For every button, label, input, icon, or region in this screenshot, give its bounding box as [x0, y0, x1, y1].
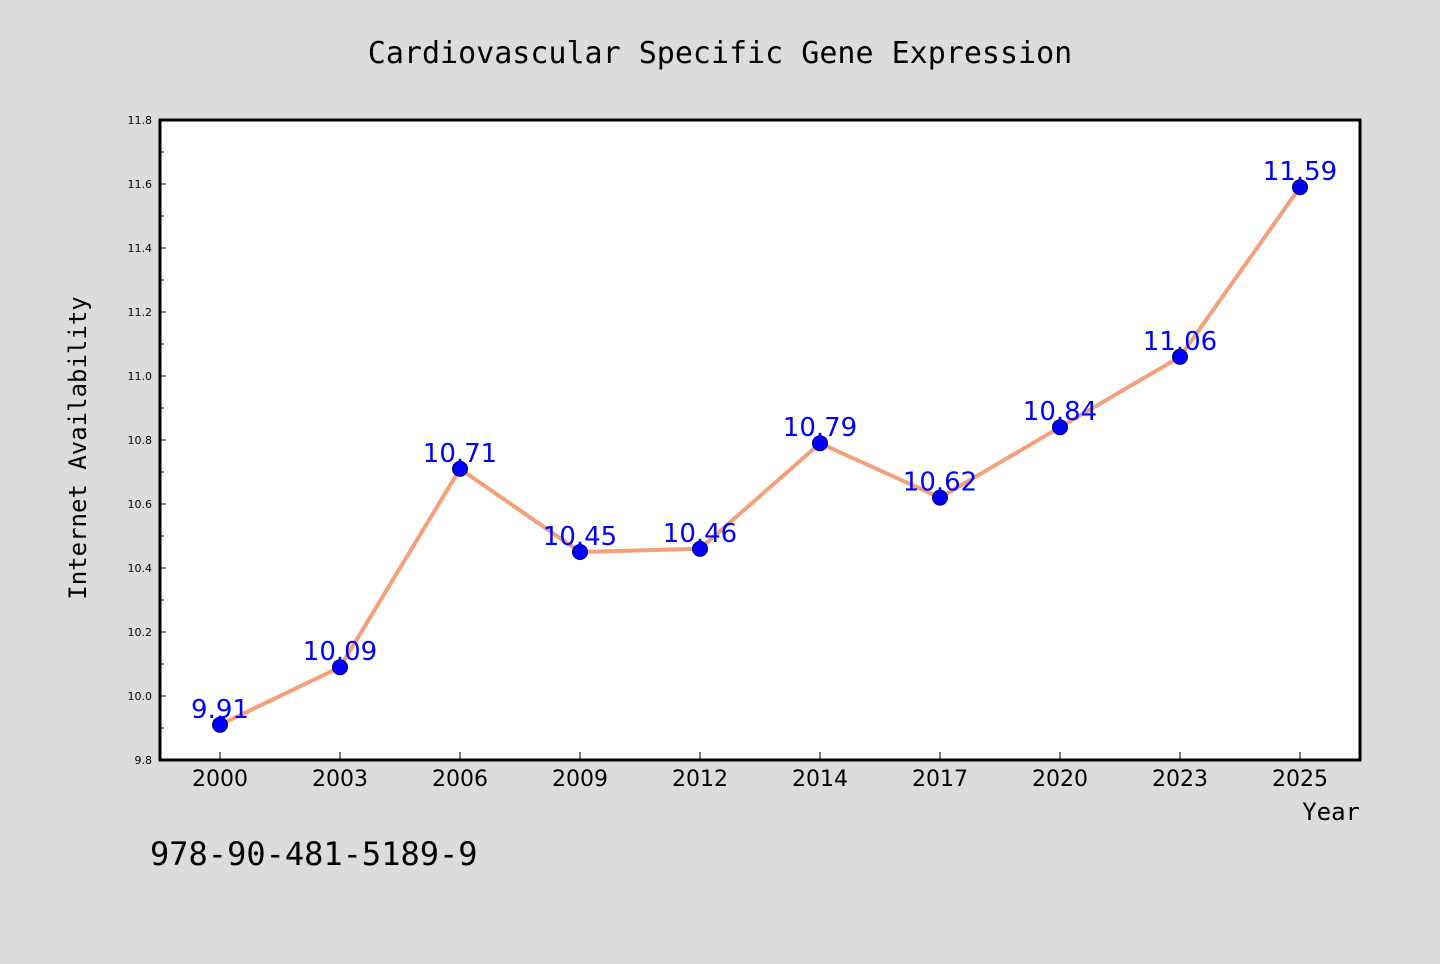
- y-axis: 9.8 10.0 10.2 10.4 10.6 10.8 11.0 11.2 11.4 11.6 1…: [128, 114, 166, 767]
- x-axis: 2000 2003 2006 2009 2012 2014 2017 2020 2023 2025: [192, 752, 1328, 792]
- data-point: [1292, 179, 1308, 196]
- data-label: 10.62: [903, 468, 977, 498]
- plot-area: [158, 118, 1362, 762]
- y-tick-label: 11.2: [128, 306, 153, 319]
- y-tick-label: 10.2: [128, 626, 153, 639]
- data-point: [812, 435, 828, 452]
- x-tick-label: 2012: [672, 767, 728, 792]
- data-label: 10.84: [1023, 397, 1097, 427]
- data-point: [932, 489, 948, 506]
- x-tick-label: 2023: [1152, 767, 1208, 792]
- data-label: 9.91: [191, 695, 249, 725]
- data-label: 10.46: [663, 519, 737, 549]
- data-point: [332, 659, 348, 676]
- y-tick-label: 10.8: [128, 434, 153, 447]
- data-label: 10.79: [783, 413, 857, 443]
- data-label-layer: 9.91 10.09 10.71 10.45 10.46 10.79 10.62 10.84 1…: [191, 157, 1337, 725]
- x-tick-label: 2020: [1032, 767, 1088, 792]
- y-tick-label: 10.4: [128, 562, 153, 575]
- series-line: [218, 185, 1302, 727]
- x-tick-label: 2009: [552, 767, 608, 792]
- y-tick-label: 10.0: [128, 690, 153, 703]
- data-point: [692, 540, 708, 557]
- x-tick-label: 2017: [912, 767, 968, 792]
- y-tick-label: 9.8: [135, 754, 153, 767]
- y-tick-label: 11.6: [128, 178, 153, 191]
- data-point: [572, 544, 588, 560]
- y-axis-label: Internet Availability: [64, 296, 92, 599]
- data-label: 11.59: [1263, 157, 1337, 187]
- y-tick-label: 10.6: [128, 498, 153, 511]
- chart-title: Cardiovascular Specific Gene Expression: [368, 36, 1072, 71]
- y-tick-label: 11.8: [128, 114, 153, 127]
- x-tick-label: 2000: [192, 767, 248, 792]
- data-label: 11.06: [1143, 327, 1217, 357]
- y-tick-label: 11.4: [128, 242, 153, 255]
- data-point: [452, 460, 468, 477]
- x-axis-label: Year: [1302, 798, 1360, 826]
- x-tick-label: 2006: [432, 767, 488, 792]
- data-label: 10.45: [543, 522, 617, 552]
- data-point: [1052, 419, 1068, 436]
- y-tick-label: 11.0: [128, 370, 153, 383]
- x-tick-label: 2025: [1272, 767, 1328, 792]
- x-tick-label: 2003: [312, 767, 368, 792]
- series-layer: [212, 179, 1308, 733]
- x-tick-label: 2014: [792, 767, 848, 792]
- data-point: [1172, 348, 1188, 365]
- data-point: [212, 716, 228, 733]
- data-label: 10.09: [303, 637, 377, 667]
- isbn-annotation: 978-90-481-5189-9: [150, 835, 478, 873]
- data-label: 10.71: [423, 439, 497, 469]
